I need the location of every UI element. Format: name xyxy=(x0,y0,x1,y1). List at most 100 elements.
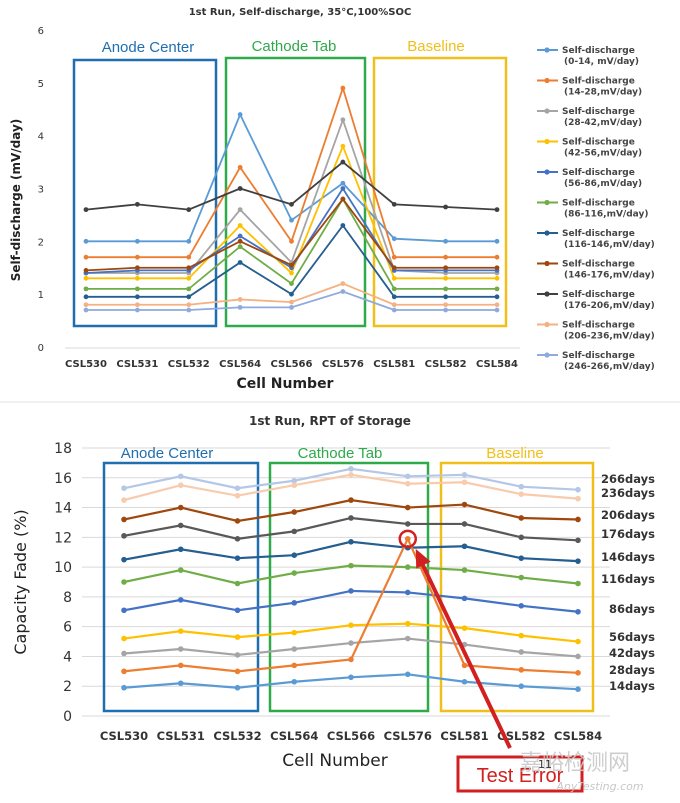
chart2-data-point xyxy=(291,552,298,558)
chart1-y-tick-label: 0 xyxy=(38,343,44,354)
chart1-data-point xyxy=(391,201,397,207)
chart2-data-point xyxy=(291,678,298,685)
chart1-data-point xyxy=(237,304,243,310)
chart1-data-point xyxy=(289,299,294,305)
chart2-data-point xyxy=(348,539,354,545)
chart2-data-point xyxy=(575,608,581,615)
chart2-data-point xyxy=(121,533,127,539)
chart2-data-point xyxy=(234,580,241,587)
test-error-arrowhead xyxy=(415,548,431,569)
chart2-series-line xyxy=(123,540,579,563)
chart2-series-label: 116days xyxy=(601,572,655,586)
chart2-series-label: 28days xyxy=(609,663,655,677)
chart2-data-point xyxy=(575,670,581,676)
chart1-data-point xyxy=(443,302,449,308)
chart1-data-point xyxy=(391,254,397,260)
chart1-data-point xyxy=(83,267,89,273)
chart2-data-point xyxy=(177,482,184,489)
chart1-data-point xyxy=(391,307,397,313)
chart2-data-point xyxy=(291,509,298,515)
chart1-data-point xyxy=(494,307,500,313)
chart1-legend-label: Self-discharge (86-116,mV/day) xyxy=(562,199,648,220)
chart1-legend-marker xyxy=(544,260,550,267)
chart1-regions: Anode Center Cathode Tab Baseline xyxy=(72,38,508,328)
chart2-y-tick-label: 10 xyxy=(54,560,72,576)
capacity-fade-chart: 1st Run, RPT of Storage 024681012141618 … xyxy=(11,414,655,793)
chart1-data-point xyxy=(83,286,89,292)
chart2-data-point xyxy=(348,622,354,628)
watermark-cn: 嘉峪检测网 xyxy=(520,751,630,776)
chart2-data-point xyxy=(404,589,411,596)
chart1-data-point xyxy=(237,244,243,250)
chart1-region-label-cathode: Cathode Tab xyxy=(252,38,337,55)
chart1-x-tick-label: CSL530 xyxy=(65,359,107,370)
chart2-data-point xyxy=(121,556,127,563)
chart1-x-tick-label: CSL566 xyxy=(271,359,313,370)
chart2-data-point xyxy=(291,646,298,652)
chart1-y-tick-label: 5 xyxy=(38,79,44,90)
chart1-data-point xyxy=(289,238,294,244)
chart2-data-point xyxy=(518,667,525,673)
chart2-y-tick-label: 18 xyxy=(54,441,72,457)
chart2-data-point xyxy=(518,632,525,639)
chart2-data-point xyxy=(348,472,354,478)
chart1-data-point xyxy=(83,294,89,300)
chart2-data-point xyxy=(348,674,354,681)
test-error-circle xyxy=(398,529,417,549)
chart1-data-point xyxy=(134,201,140,207)
chart2-x-tick-label: CSL581 xyxy=(440,729,488,743)
chart1-data-point xyxy=(494,294,500,300)
chart1-region-box-baseline xyxy=(372,56,508,328)
chart1-region-label-anode: Anode Center xyxy=(102,39,195,56)
chart2-data-point xyxy=(518,574,525,581)
chart1-data-point xyxy=(186,275,192,281)
chart1-x-axis-label: Cell Number xyxy=(237,376,334,392)
chart1-data-point xyxy=(83,307,89,313)
chart1-data-point xyxy=(134,302,140,308)
chart1-y-ticks: 0 1 2 3 4 5 6 xyxy=(38,26,44,354)
chart2-data-point xyxy=(404,521,411,527)
chart2-x-tick-label: CSL531 xyxy=(157,729,205,743)
test-error-arrow xyxy=(419,561,512,749)
chart2-regions: Anode Center Cathode Tab Baseline xyxy=(102,445,595,713)
chart2-data-point xyxy=(234,492,241,499)
chart1-legend-label: Self-discharge (56-86,mV/day) xyxy=(562,168,642,189)
chart2-data-point xyxy=(121,485,127,492)
chart1-legend-marker xyxy=(544,321,550,328)
chart1-x-tick-label: CSL582 xyxy=(425,359,467,370)
chart1-data-point xyxy=(443,254,449,260)
chart2-data-point xyxy=(234,652,241,658)
chart2-data-point xyxy=(575,638,581,645)
chart2-data-point xyxy=(177,522,184,529)
chart1-data-point xyxy=(237,207,243,213)
chart2-region-label-baseline: Baseline xyxy=(486,445,544,462)
chart1-x-tick-label: CSL576 xyxy=(322,359,364,370)
chart1-title: 1st Run, Self-discharge, 35°C,100%SOC xyxy=(189,7,412,18)
chart1-y-tick-label: 1 xyxy=(38,290,44,301)
chart1-data-point xyxy=(83,238,89,244)
chart1-y-axis-label: Self-discharge (mV/day) xyxy=(9,119,23,282)
chart1-data-point xyxy=(237,112,243,117)
chart1-data-point xyxy=(83,302,89,308)
chart1-legend: Self-discharge (0-14, mV/day) Self-dischar… xyxy=(537,46,655,372)
chart1-data-point xyxy=(186,238,192,244)
chart2-series-label: 86days xyxy=(609,602,655,616)
chart1-x-tick-label: CSL531 xyxy=(116,359,158,370)
chart2-data-point xyxy=(404,504,411,511)
chart2-y-tick-label: 0 xyxy=(63,709,72,725)
chart2-y-tick-label: 8 xyxy=(63,590,72,606)
chart1-data-point xyxy=(494,275,500,281)
chart1-data-point xyxy=(186,207,192,213)
chart2-y-tick-label: 16 xyxy=(54,471,72,487)
chart2-data-point xyxy=(518,515,525,521)
test-error-box xyxy=(456,755,584,793)
chart2-data-point xyxy=(177,646,184,652)
chart2-data-point xyxy=(121,516,127,523)
chart2-data-point xyxy=(234,536,241,542)
chart2-data-point xyxy=(348,466,354,472)
chart2-series-label: 176days xyxy=(601,527,655,541)
chart1-data-point xyxy=(494,265,500,271)
chart1-x-ticks: CSL530 CSL531 CSL532 CSL564 CSL566 CSL576 CSL5… xyxy=(65,359,518,370)
chart2-data-point xyxy=(575,516,581,523)
chart1-data-point xyxy=(443,294,449,300)
